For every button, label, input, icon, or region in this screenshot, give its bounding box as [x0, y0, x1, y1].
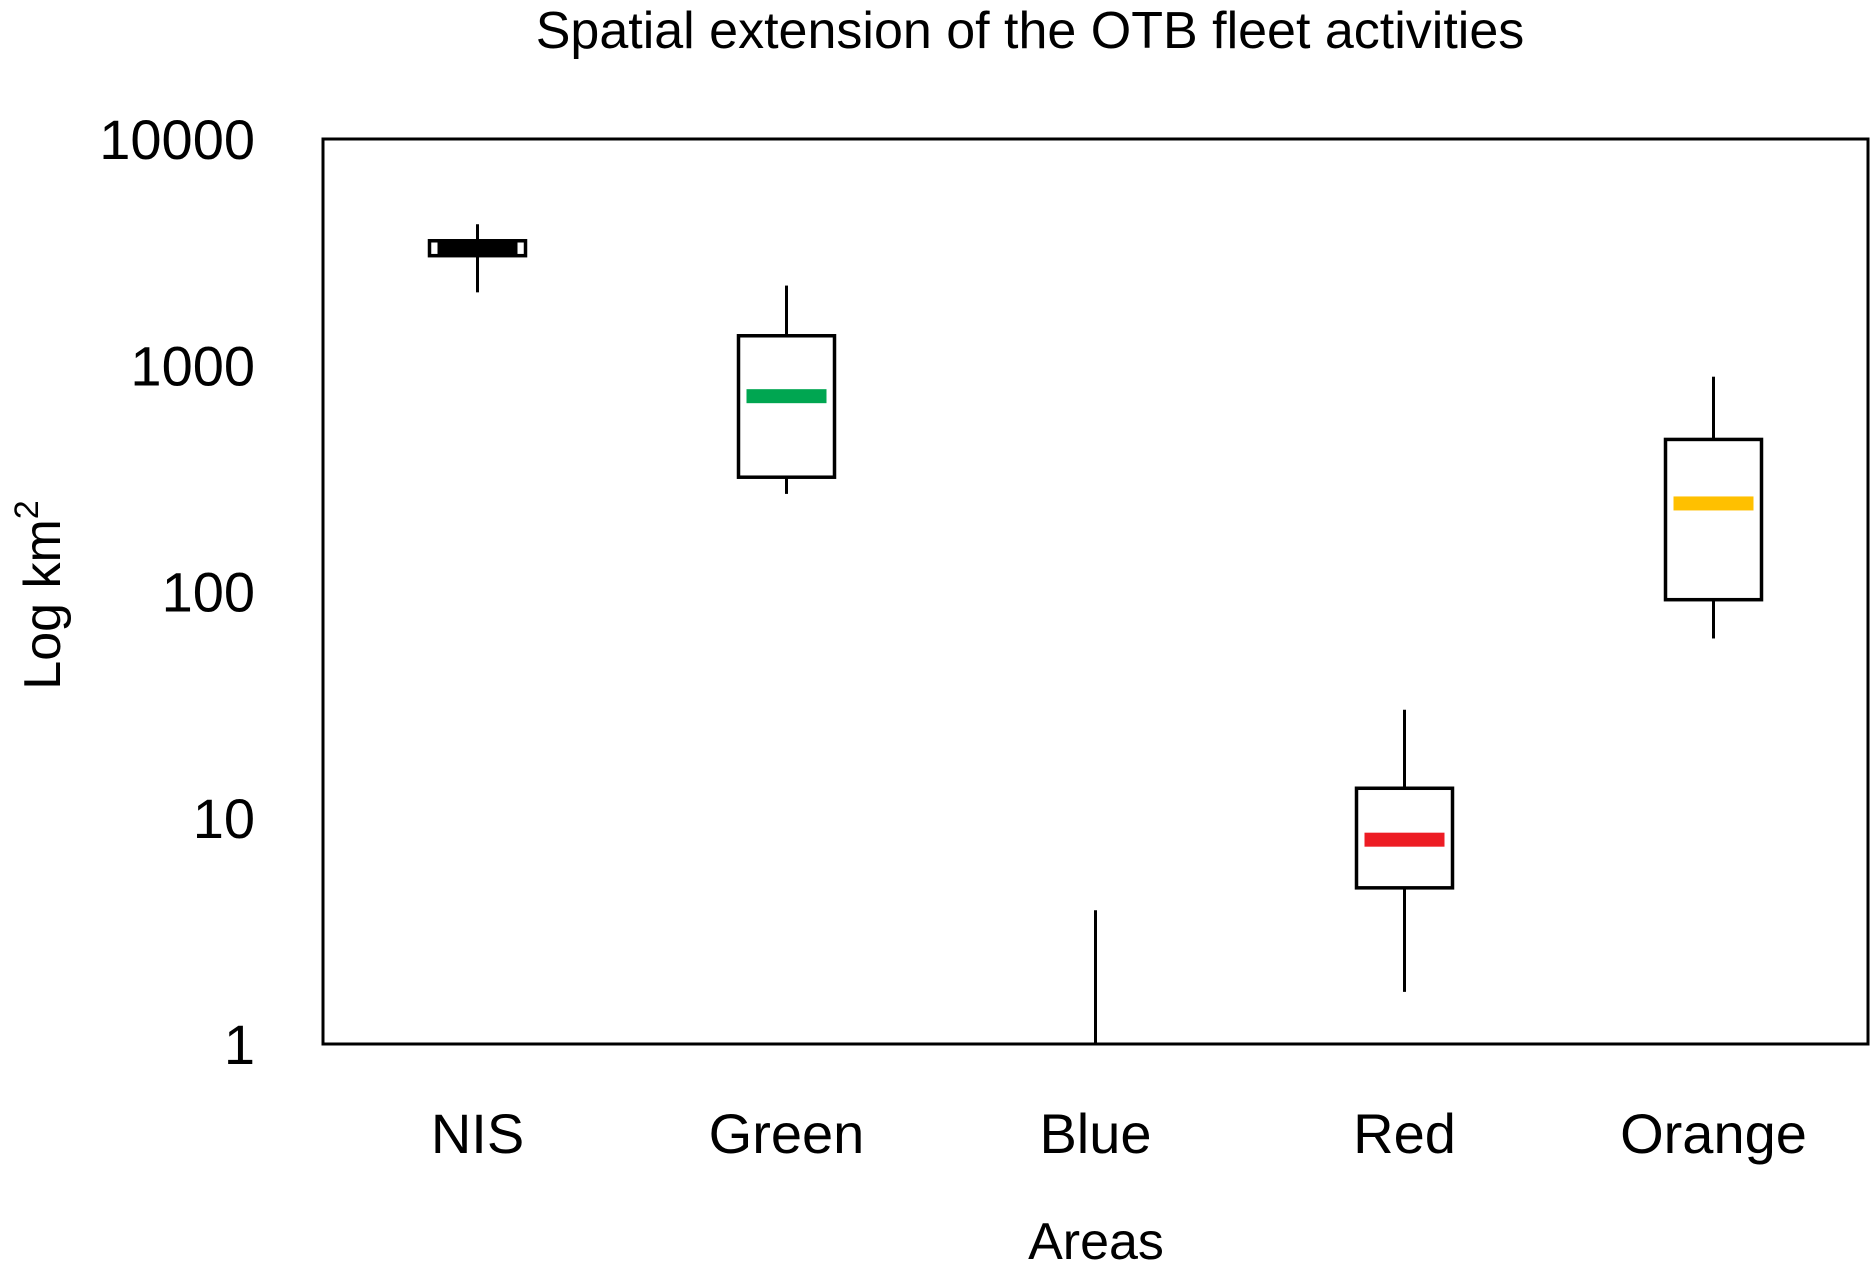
box-group: [1354, 709, 1455, 992]
median-bar: [437, 242, 518, 257]
median-bar: [746, 389, 827, 404]
x-tick-label: Red: [1353, 1102, 1456, 1165]
y-tick-label: 10: [193, 787, 255, 850]
iqr-box: [1663, 437, 1764, 602]
y-axis-label-superscript: 2: [8, 500, 46, 519]
box-group: [1663, 376, 1764, 639]
y-tick-label: 1: [224, 1013, 255, 1076]
y-axis-label-base: Log km: [14, 519, 72, 690]
y-axis-label: Log km2: [8, 500, 72, 689]
box-group: [736, 285, 837, 494]
x-axis-label: Areas: [1028, 1213, 1164, 1265]
x-tick-label: NIS: [431, 1102, 524, 1165]
y-tick-label: 1000: [130, 334, 255, 397]
y-tick-label: 10000: [99, 108, 255, 171]
median-bar: [1673, 496, 1754, 511]
median-bar: [1364, 832, 1445, 847]
box-plots: [427, 224, 1764, 1044]
chart-title: Spatial extension of the OTB fleet activ…: [536, 2, 1525, 60]
iqr-box: [736, 334, 837, 479]
box-group: [427, 224, 528, 293]
x-tick-label: Orange: [1620, 1102, 1807, 1165]
x-tick-label: Green: [709, 1102, 865, 1165]
y-tick-label: 100: [162, 561, 255, 624]
plot-area-frame: [321, 137, 1870, 1046]
y-tick-labels: 1 10 100 1000 10000: [99, 108, 255, 1076]
x-tick-label: Blue: [1039, 1102, 1151, 1165]
x-tick-labels: NIS Green Blue Red Orange: [431, 1102, 1807, 1165]
